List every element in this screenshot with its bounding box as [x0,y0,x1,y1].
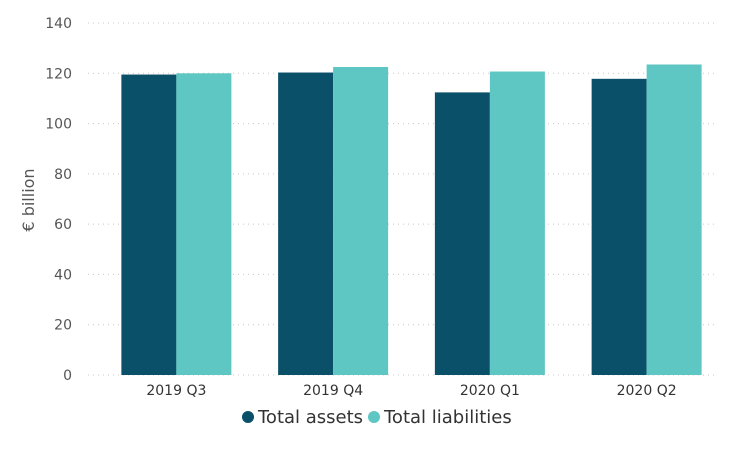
bar-total-liabilities-2019-q4 [333,67,389,375]
bar-total-assets-2020-q1 [434,92,490,375]
x-tick-label: 2020 Q2 [617,383,677,399]
y-axis-title: € billion [19,168,38,231]
bar-total-assets-2019-q3 [121,74,177,376]
x-axis-ticks: 2019 Q3 2019 Q4 2020 Q1 2020 Q2 [146,383,676,399]
legend-label-total-liabilities: Total liabilities [383,407,512,428]
legend-marker-total-assets [242,411,254,423]
bar-total-assets-2019-q4 [278,72,334,375]
y-tick-label: 0 [63,368,72,384]
y-tick-label: 120 [45,66,72,82]
y-tick-label: 100 [45,117,72,133]
bar-total-liabilities-2019-q3 [176,73,232,376]
x-tick-label: 2020 Q1 [460,383,520,399]
y-tick-label: 80 [54,167,72,183]
x-tick-label: 2019 Q4 [303,383,363,399]
y-tick-label: 140 [45,16,72,32]
bar-total-liabilities-2020-q1 [489,71,545,376]
x-tick-label: 2019 Q3 [146,383,206,399]
y-axis-ticks: 0 20 40 60 80 100 120 140 [45,16,72,384]
bar-total-liabilities-2020-q2 [646,64,702,375]
bar-total-assets-2020-q2 [591,78,647,376]
bars [121,64,702,376]
legend-label-total-assets: Total assets [257,407,363,428]
y-tick-label: 40 [54,267,72,283]
y-tick-label: 20 [54,318,72,334]
legend-marker-total-liabilities [368,411,380,423]
legend: Total assets Total liabilities [242,407,512,428]
y-tick-label: 60 [54,217,72,233]
